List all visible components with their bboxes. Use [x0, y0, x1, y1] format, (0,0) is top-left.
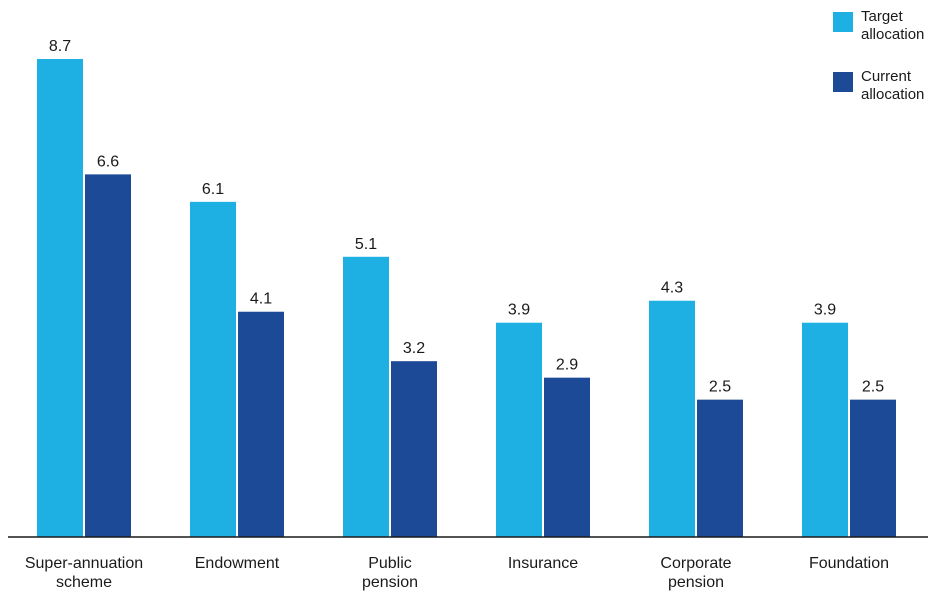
x-tick-label-2: Public pension [362, 555, 418, 591]
x-tick-label-1: Endowment [195, 555, 280, 572]
x-tick-label-3: Insurance [508, 555, 578, 572]
value-label-target-0: 8.7 [49, 38, 71, 55]
bar-current-1 [238, 311, 284, 537]
value-label-current-0: 6.6 [97, 153, 119, 170]
bar-current-3 [544, 377, 590, 537]
value-label-target-3: 3.9 [508, 302, 530, 319]
legend-swatch-current [833, 72, 853, 92]
value-label-current-5: 2.5 [862, 379, 884, 396]
legend-label-target: Target allocation [861, 8, 925, 43]
value-label-current-3: 2.9 [556, 357, 578, 374]
value-label-target-4: 4.3 [661, 280, 683, 297]
value-label-current-2: 3.2 [403, 340, 425, 357]
bar-target-3 [496, 322, 542, 537]
legend-label-current: Current allocation [861, 68, 925, 103]
value-label-target-1: 6.1 [202, 181, 224, 198]
bar-current-2 [391, 361, 437, 537]
legend-item-current: Current allocation [833, 68, 940, 128]
value-label-current-1: 4.1 [250, 291, 272, 308]
bar-target-5 [802, 322, 848, 537]
value-label-target-5: 3.9 [814, 302, 836, 319]
value-labels-layer: 8.7 6.6 6.1 4.1 5.1 3.2 3.9 2.9 4.3 2.5 3.9 2.5 [49, 38, 884, 396]
legend-item-target: Target allocation [833, 8, 940, 68]
bars-layer [37, 59, 896, 537]
bar-current-5 [850, 399, 896, 537]
value-label-target-2: 5.1 [355, 236, 377, 253]
bar-current-4 [697, 399, 743, 537]
x-tick-label-5: Foundation [809, 555, 889, 572]
bar-target-1 [190, 201, 236, 537]
bar-current-0 [85, 174, 131, 537]
legend: Target allocation Current allocation [833, 8, 940, 128]
value-label-current-4: 2.5 [709, 379, 731, 396]
x-tick-label-0: Super-annuation scheme [25, 555, 143, 591]
bar-target-0 [37, 59, 83, 537]
x-tick-label-4: Corporate pension [660, 555, 731, 591]
bar-target-2 [343, 256, 389, 537]
bar-target-4 [649, 300, 695, 537]
x-axis-labels: Super-annuation scheme Endowment Public pens… [25, 555, 889, 591]
legend-swatch-target [833, 12, 853, 32]
